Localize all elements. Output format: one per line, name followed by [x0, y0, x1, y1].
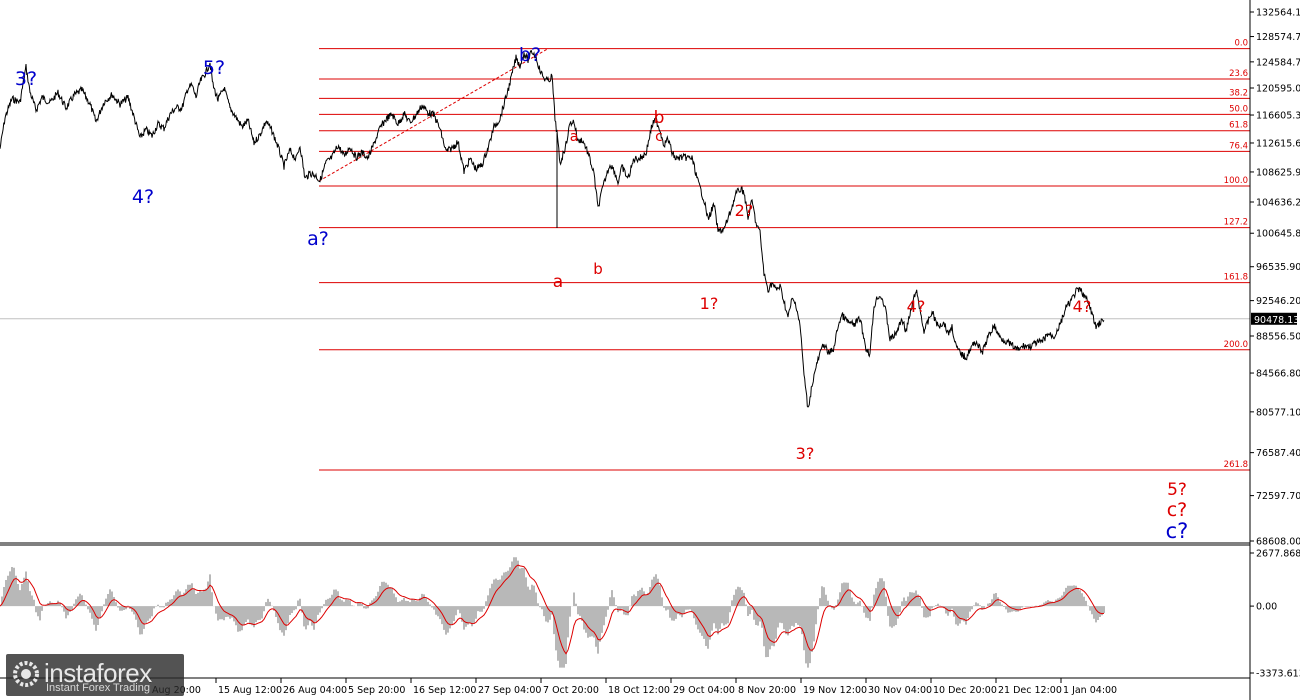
time-tick-label: 19 Nov 12:00: [803, 685, 867, 696]
time-tick-label: 26 Aug 04:00: [283, 685, 347, 696]
watermark-logo: instaforex Instant Forex Trading: [6, 654, 184, 696]
fib-level-label: 50.0: [1229, 104, 1248, 114]
price-series: [0, 49, 1105, 408]
price-tick-label: 116605.30: [1256, 111, 1300, 122]
time-tick-label: 16 Sep 12:00: [413, 685, 476, 696]
fib-level-label: 38.2: [1229, 88, 1248, 98]
time-tick-label: 18 Oct 12:00: [608, 685, 670, 696]
wave-label: c?: [1166, 519, 1189, 543]
price-tick-label: 96535.90: [1256, 262, 1300, 273]
fibonacci-levels: 0.0 23.6 38.2 50.0 61.8 76.4 100.0 127.2 161.8 20…: [318, 39, 1250, 471]
price-tick-label: 104636.20: [1256, 198, 1300, 209]
price-tick-label: 100645.80: [1256, 229, 1300, 240]
price-tick-label: 76587.40: [1256, 448, 1300, 459]
wave-label: a: [570, 129, 579, 145]
wave-label: c: [655, 129, 663, 145]
price-tick-label: 132564.10: [1256, 8, 1300, 19]
fib-level-label: 127.2: [1224, 218, 1248, 228]
price-tick-label: 124584.70: [1256, 57, 1300, 68]
watermark-tagline: Instant Forex Trading: [46, 682, 150, 694]
fib-level-label: 100.0: [1224, 176, 1248, 186]
fib-level-label: 23.6: [1229, 69, 1248, 79]
current-price-label: 90478.13: [1254, 315, 1299, 326]
price-tick-label: 112615.60: [1256, 138, 1300, 149]
fib-level-label: 0.0: [1234, 39, 1248, 49]
wave-label: 5?: [203, 57, 225, 79]
time-tick-label: 10 Dec 20:00: [933, 685, 997, 696]
time-tick-label: 15 Aug 12:00: [218, 685, 282, 696]
time-tick-label: 21 Dec 12:00: [998, 685, 1062, 696]
oscillator-panel: 2677.868 0.00 -3373.613: [0, 549, 1300, 680]
time-tick-label: 27 Sep 04:00: [478, 685, 541, 696]
time-tick-label: 8 Nov 20:00: [738, 685, 796, 696]
oscillator-signal-line: [0, 564, 1105, 655]
price-tick-label: 68608.00: [1256, 537, 1300, 548]
wave-label: b: [593, 260, 603, 278]
time-tick-label: 30 Nov 04:00: [868, 685, 932, 696]
fib-level-label: 161.8: [1224, 273, 1248, 283]
price-tick-label: 72597.70: [1256, 491, 1300, 502]
wave-label: 4?: [132, 186, 154, 208]
price-tick-label: 128574.70: [1256, 32, 1300, 43]
osc-tick-label: 0.00: [1256, 602, 1277, 613]
price-tick-label: 88556.50: [1256, 332, 1300, 343]
fib-level-label: 76.4: [1229, 141, 1248, 151]
wave-label: 4?: [907, 297, 926, 316]
price-tick-label: 120595.00: [1256, 84, 1300, 95]
time-tick-label: 7 Oct 20:00: [543, 685, 599, 696]
time-tick-label: 5 Sep 20:00: [348, 685, 405, 696]
oscillator-histogram: [1, 557, 1105, 668]
watermark-brand: instaforex: [44, 658, 152, 688]
wave-label: 3?: [15, 68, 37, 90]
price-tick-label: 80577.10: [1256, 407, 1300, 418]
current-price-badge: [1251, 312, 1297, 325]
time-tick-label: 1 Jan 04:00: [1063, 685, 1117, 696]
price-tick-label: 108625.90: [1256, 167, 1300, 178]
wave-label: 4?: [1073, 297, 1092, 316]
wave-label: 5?: [1167, 480, 1187, 500]
wave-label: a?: [307, 228, 329, 250]
wave-label: 1?: [700, 294, 719, 313]
wave-label: c?: [1167, 499, 1188, 521]
price-tick-label: 84566.80: [1256, 369, 1300, 380]
fib-level-label: 200.0: [1224, 340, 1248, 350]
price-line: [0, 49, 1105, 408]
wave-label: b: [654, 108, 665, 128]
fib-level-label: 61.8: [1229, 121, 1248, 131]
price-tick-label: 92546.20: [1256, 296, 1300, 307]
fib-level-label: 261.8: [1224, 460, 1248, 470]
time-tick-label: 29 Oct 04:00: [673, 685, 735, 696]
wave-label: b?: [519, 44, 541, 66]
price-axis: 132564.10 128574.70 124584.70 120595.00 1166…: [0, 8, 1300, 548]
osc-tick-label: -3373.613: [1256, 669, 1300, 680]
wave-label: a: [553, 272, 563, 292]
wave-label: 2?: [735, 201, 754, 220]
osc-tick-label: 2677.868: [1256, 549, 1300, 560]
wave-label: 3?: [796, 444, 815, 463]
instaforex-logo-icon: [13, 661, 39, 687]
